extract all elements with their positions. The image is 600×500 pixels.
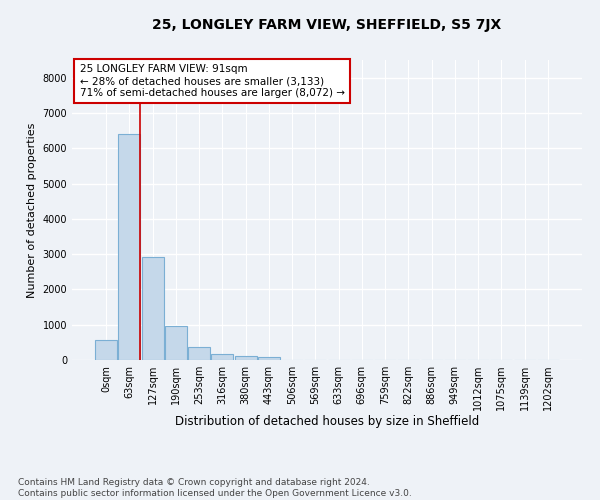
Bar (188, 347, 210, 360)
Bar (165, 326, 187, 360)
Text: Contains HM Land Registry data © Crown copyright and database right 2024.
Contai: Contains HM Land Registry data © Crown c… (18, 478, 412, 498)
X-axis label: Distribution of detached houses by size in Sheffield: Distribution of detached houses by size … (175, 414, 479, 428)
Bar (142, 256, 164, 360)
Bar (258, 356, 280, 360)
Bar (95, 340, 117, 360)
Text: 25 LONGLEY FARM VIEW: 91sqm
← 28% of detached houses are smaller (3,133)
71% of : 25 LONGLEY FARM VIEW: 91sqm ← 28% of det… (80, 64, 344, 98)
Bar (235, 356, 257, 360)
Y-axis label: Number of detached properties: Number of detached properties (27, 122, 37, 298)
Title: 25, LONGLEY FARM VIEW, SHEFFIELD, S5 7JX: 25, LONGLEY FARM VIEW, SHEFFIELD, S5 7JX (152, 18, 502, 32)
Bar (118, 134, 140, 360)
Bar (211, 354, 233, 360)
